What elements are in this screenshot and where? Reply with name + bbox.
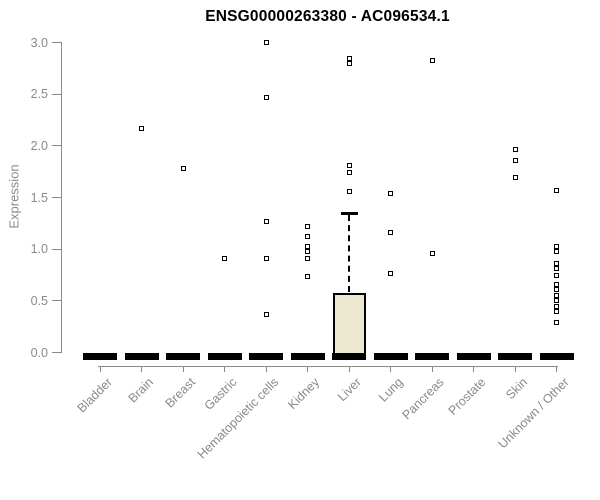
y-tick-label: 1.5 [30,190,48,205]
y-tick-label: 0.0 [30,345,48,360]
zero-bar [207,352,242,360]
outlier-marker [554,266,559,272]
category-label: Lung [375,375,406,405]
x-tick [182,367,184,372]
zero-bar [124,352,159,360]
y-tick [52,352,61,353]
category-label: Unknown / Other [495,375,572,452]
y-tick [52,42,61,43]
outlier-marker [263,218,269,224]
outlier-marker [346,60,352,66]
category-label: Bladder [74,375,115,416]
x-tick [265,367,267,372]
outlier-marker [305,223,310,229]
zero-bar [290,352,325,360]
outlier-marker [263,40,269,45]
x-tick [348,367,350,372]
y-tick [52,93,61,95]
outlier-marker [346,55,352,61]
outlier-marker [305,248,310,254]
zero-bar [83,352,117,360]
x-tick [224,367,225,372]
x-tick [141,367,142,372]
outlier-marker [305,234,310,240]
outlier-marker [554,261,559,267]
y-tick [52,300,61,302]
category-label: Liver [334,375,364,405]
outlier-marker [346,170,352,176]
outlier-marker [554,248,559,254]
outlier-marker [139,125,144,131]
y-tick [52,248,61,250]
y-tick [52,145,61,147]
zero-bar [373,352,408,360]
outlier-marker [554,243,559,249]
outlier-marker [429,250,435,256]
outlier-marker [180,166,186,172]
x-tick [307,367,308,372]
outlier-marker [554,303,559,309]
outlier-marker [388,271,393,277]
zero-bar [415,352,449,360]
chart-title: ENSG00000263380 - AC096534.1 [205,8,450,25]
box [332,292,366,356]
y-tick-label: 3.0 [30,35,48,50]
outlier-marker [512,175,518,181]
outlier-marker [554,293,559,299]
x-axis-line [97,366,558,367]
outlier-marker [554,272,559,278]
outlier-marker [388,190,393,196]
x-tick [431,367,433,372]
x-tick [99,367,101,372]
outlier-marker [554,286,559,292]
y-tick-label: 2.0 [30,138,48,153]
outlier-marker [222,255,227,261]
y-axis-line [61,42,62,353]
category-label: Prostate [445,375,489,418]
zero-bar [498,352,532,360]
outlier-marker [512,147,518,153]
outlier-marker [305,255,310,261]
outlier-marker [554,298,559,304]
y-tick-label: 2.5 [30,87,48,102]
category-label: Kidney [285,375,323,412]
zero-bar [539,352,574,360]
outlier-marker [429,57,435,63]
y-tick-label: 0.5 [30,293,48,308]
outlier-marker [346,188,352,194]
outlier-marker [512,157,518,163]
category-label: Brain [125,375,157,406]
outlier-marker [388,230,393,236]
y-tick-label: 1.0 [30,242,48,257]
zero-bar [249,352,283,360]
outlier-marker [263,311,269,317]
outlier-marker [305,273,310,279]
x-tick [514,367,516,372]
outlier-marker [554,281,559,287]
zero-bar [166,352,200,360]
category-label: Hematopoietic cells [194,375,281,462]
y-tick [52,197,61,198]
category-label: Breast [162,375,198,411]
x-tick [390,367,391,372]
category-label: Pancreas [399,375,447,423]
outlier-marker [305,243,310,249]
zero-bar [456,352,491,360]
x-tick [556,367,557,372]
outlier-marker [346,162,352,168]
whisker-cap [340,212,358,215]
whisker [348,215,350,292]
outlier-marker [554,308,559,314]
outlier-marker [554,187,559,193]
zero-bar [332,352,366,360]
outlier-marker [263,255,269,261]
outlier-marker [554,320,559,326]
category-label: Gastric [201,375,240,413]
outlier-marker [263,94,269,100]
category-label: Skin [502,375,530,403]
x-tick [473,367,474,372]
